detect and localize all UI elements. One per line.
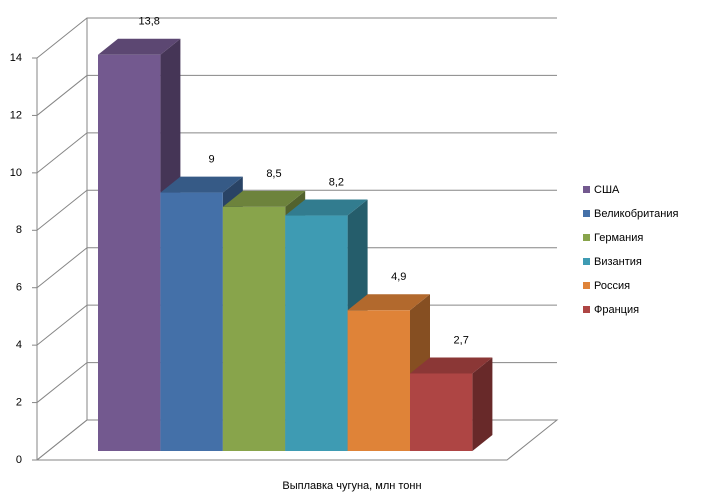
y-tick-label: 0	[16, 454, 22, 466]
legend-swatch	[583, 210, 590, 217]
data-label: 8,5	[266, 168, 281, 180]
legend-swatch	[583, 186, 590, 193]
data-label: 4,9	[391, 271, 406, 283]
grid-line	[36, 132, 557, 174]
y-tick-label: 6	[16, 282, 22, 294]
bar-side	[472, 357, 493, 451]
bar-top	[410, 357, 493, 374]
bar	[222, 206, 286, 451]
data-label: 2,7	[454, 334, 469, 346]
y-tick-label: 10	[10, 167, 22, 179]
bar	[98, 54, 161, 451]
data-label: 8,2	[329, 176, 344, 188]
legend-swatch	[583, 282, 590, 289]
legend-label: США	[594, 184, 620, 196]
bar-top	[160, 176, 243, 193]
data-label: 9	[209, 153, 215, 165]
bar	[160, 192, 223, 452]
bar	[285, 215, 348, 451]
y-tick-label: 4	[16, 339, 22, 351]
data-label: 13,8	[138, 16, 159, 28]
x-tick-label: Выплавка чугуна, млн тонн	[282, 480, 421, 492]
grid-line	[36, 247, 557, 289]
legend-label: Россия	[594, 280, 630, 292]
legend-swatch	[583, 258, 590, 265]
legend-label: Византия	[594, 256, 642, 268]
legend-label: Франция	[594, 304, 639, 316]
legend-swatch	[583, 234, 590, 241]
y-tick-label: 2	[16, 396, 22, 408]
bar-top	[222, 190, 306, 207]
legend-label: Великобритания	[594, 208, 679, 220]
y-tick-label: 12	[10, 109, 22, 121]
grid-line	[36, 17, 557, 59]
grid-line	[36, 74, 557, 116]
bar	[347, 310, 410, 451]
legend-swatch	[583, 306, 590, 313]
grid-line	[36, 189, 557, 231]
bar-top	[285, 199, 368, 216]
legend-label: Германия	[594, 232, 643, 244]
bar-top	[347, 294, 430, 311]
bar-top	[98, 38, 181, 55]
y-tick-label: 14	[10, 52, 22, 64]
y-tick-label: 8	[16, 224, 22, 236]
bar	[410, 373, 473, 451]
